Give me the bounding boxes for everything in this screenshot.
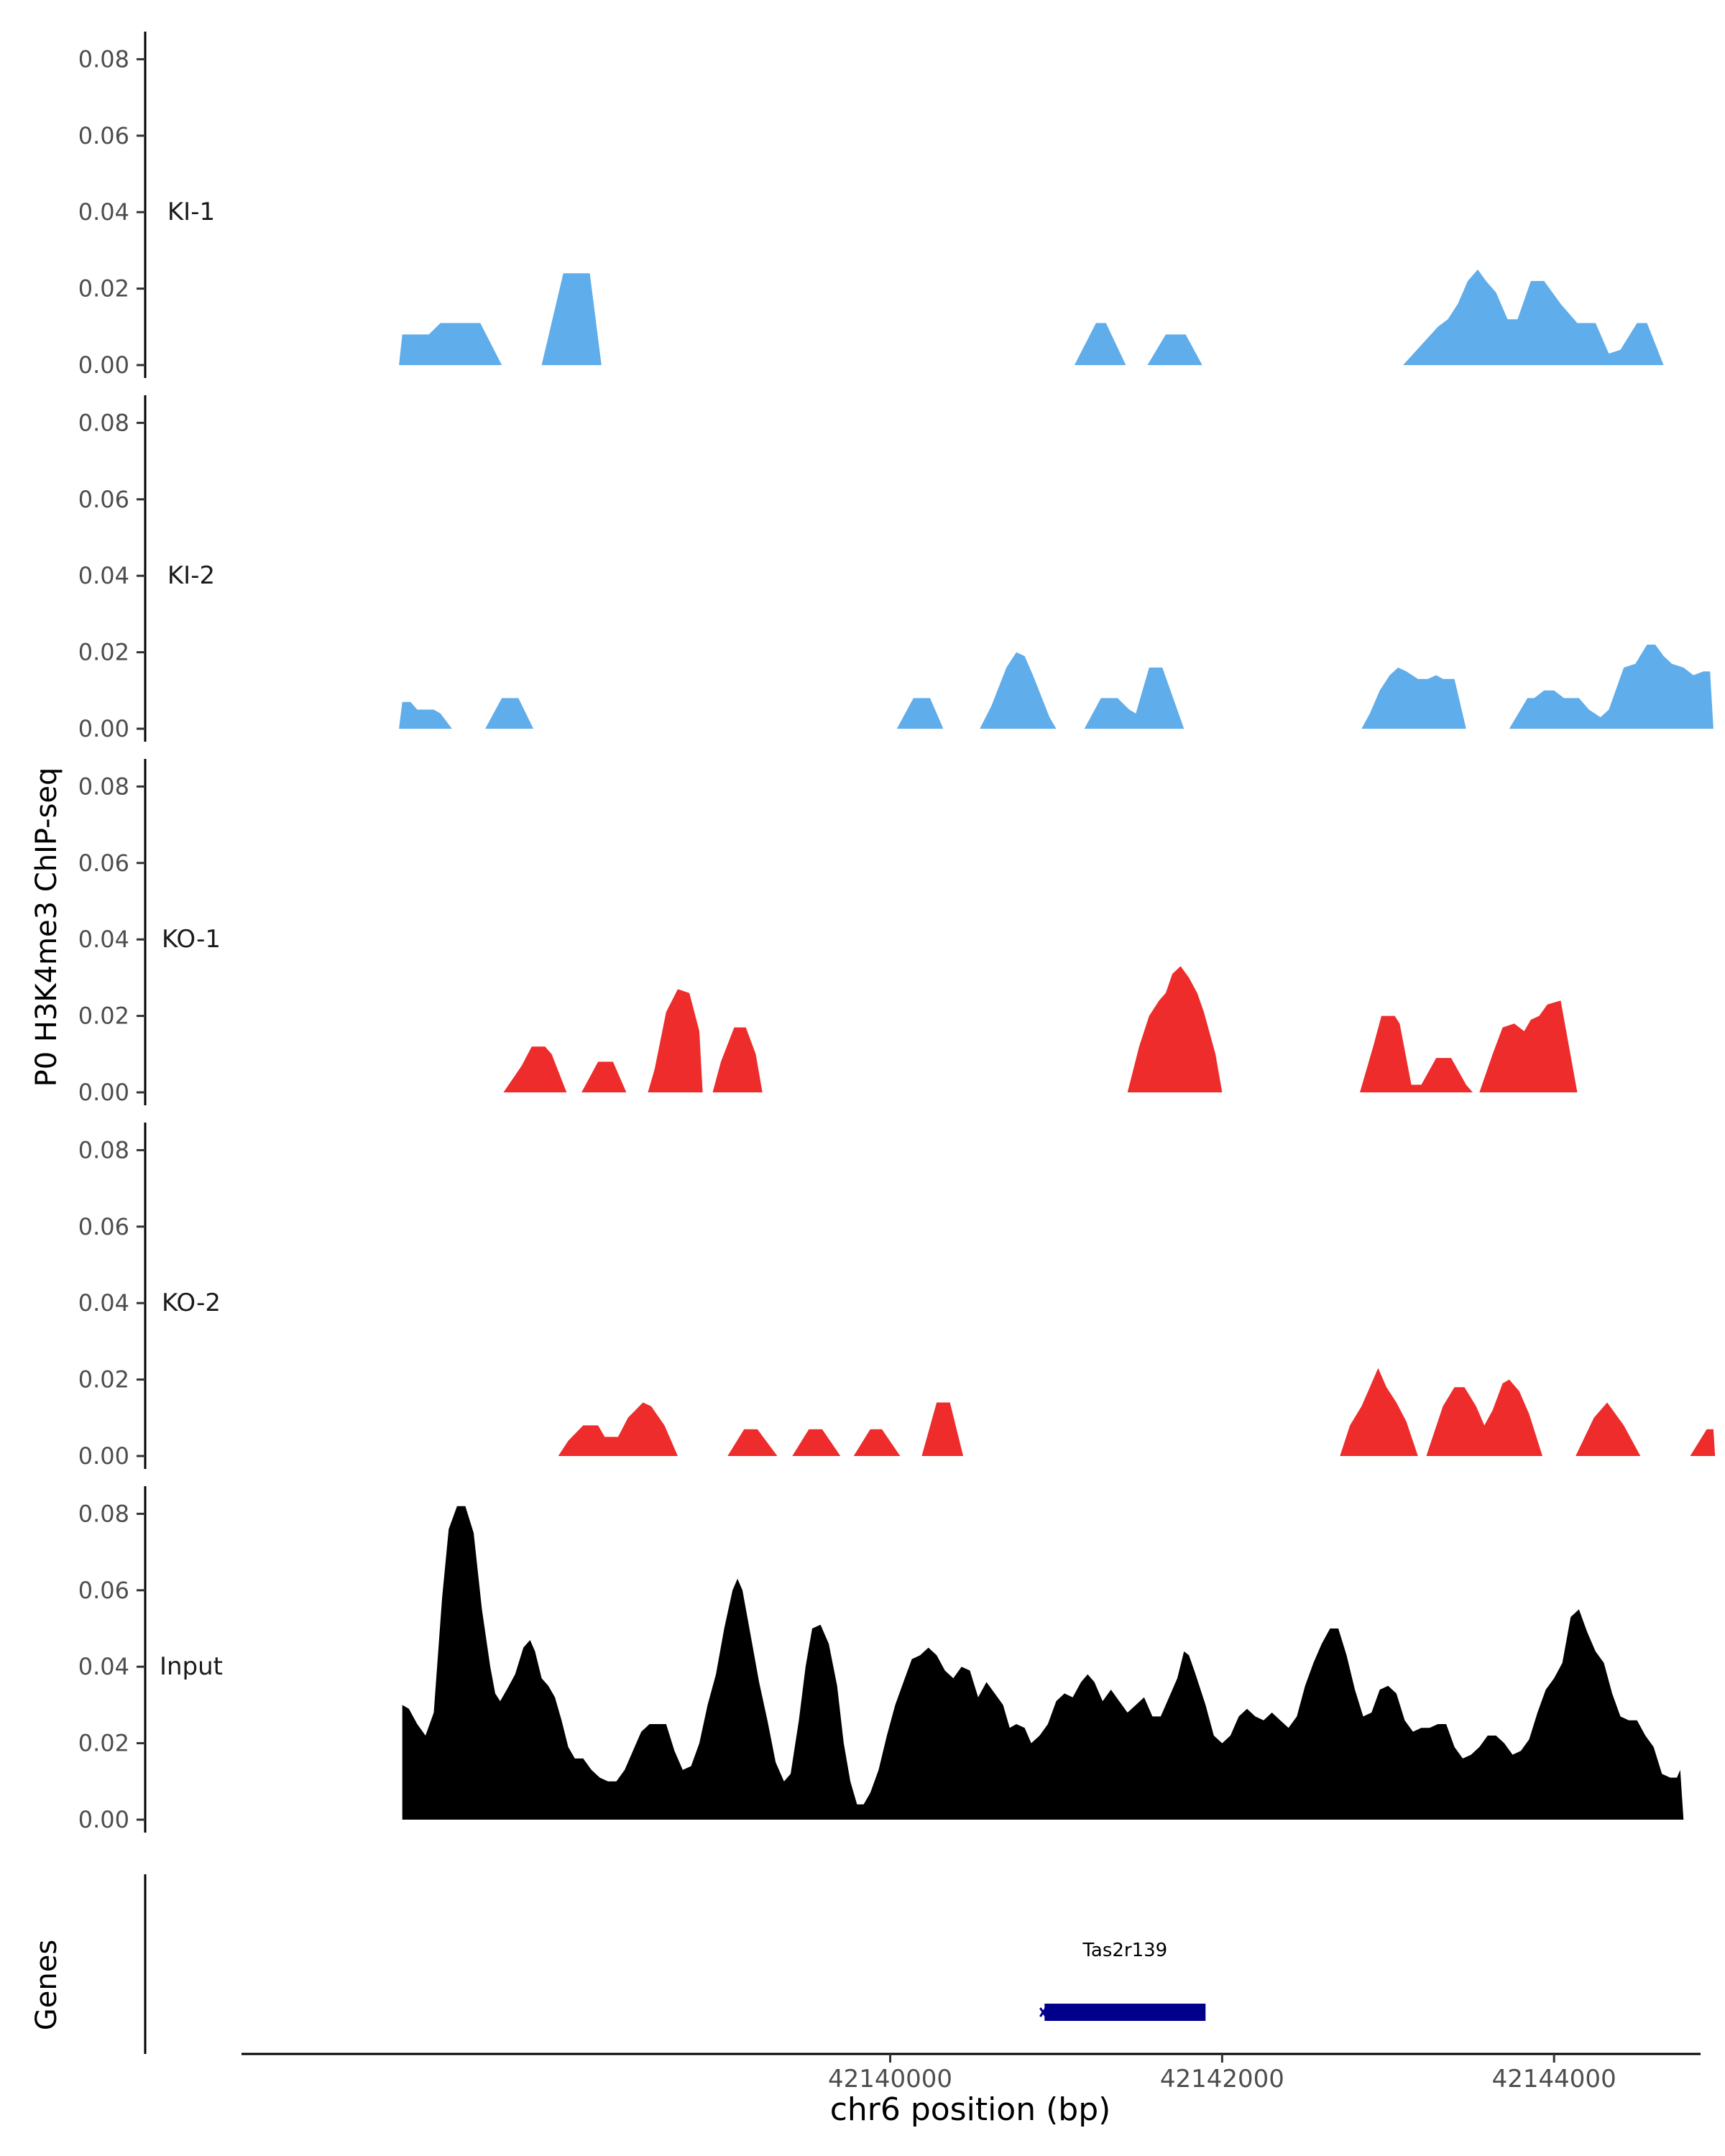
y-tick-label-ko-1: 0.08 bbox=[78, 773, 129, 800]
track-area-ki-2 bbox=[399, 645, 1714, 729]
y-tick-label-input: 0.06 bbox=[78, 1577, 129, 1604]
y-tick-label-ki-2: 0.06 bbox=[78, 486, 129, 513]
y-tick-label-ki-1: 0.00 bbox=[78, 351, 129, 379]
x-tick-label: 42142000 bbox=[1160, 2065, 1284, 2093]
y-tick-label-ko-2: 0.04 bbox=[78, 1289, 129, 1317]
track-label-ki-1: KI-1 bbox=[167, 198, 215, 226]
gene-body-tas2r139 bbox=[1044, 2004, 1206, 2021]
y-tick-label-input: 0.00 bbox=[78, 1806, 129, 1833]
track-panel-ki-1: 0.00 0.02 0.04 0.06 0.08 KI-1 bbox=[78, 32, 1664, 379]
y-tick-label-ko-2: 0.02 bbox=[78, 1366, 129, 1393]
track-panel-input: 0.00 0.02 0.04 0.06 0.08 Input bbox=[78, 1486, 1684, 1833]
y-tick-label-ko-1: 0.02 bbox=[78, 1003, 129, 1030]
y-tick-label-ki-2: 0.00 bbox=[78, 715, 129, 742]
y-tick-label-ki-2: 0.02 bbox=[78, 639, 129, 666]
track-panel-ki-2: 0.00 0.02 0.04 0.06 0.08 KI-2 bbox=[78, 395, 1714, 742]
y-tick-label-ki-1: 0.08 bbox=[78, 45, 129, 73]
track-area-ko-1 bbox=[503, 966, 1581, 1092]
y-tick-label-ko-1: 0.06 bbox=[78, 849, 129, 877]
genes-layer: Tas2r139 bbox=[144, 1874, 1206, 2054]
track-panel-ko-2: 0.00 0.02 0.04 0.06 0.08 KO-2 bbox=[78, 1123, 1716, 1470]
track-panel-ko-1: 0.00 0.02 0.04 0.06 0.08 KO-1 bbox=[78, 759, 1581, 1106]
y-tick-label-ko-2: 0.06 bbox=[78, 1213, 129, 1240]
track-label-ki-2: KI-2 bbox=[167, 561, 215, 590]
track-area-ko-2 bbox=[558, 1368, 1716, 1456]
y-tick-label-ki-2: 0.04 bbox=[78, 562, 129, 589]
y-tick-label-ki-1: 0.06 bbox=[78, 122, 129, 149]
x-axis: 42140000 42142000 42144000 bbox=[242, 2053, 1701, 2093]
y-tick-label-input: 0.04 bbox=[78, 1653, 129, 1680]
y-tick-label-ki-1: 0.04 bbox=[78, 198, 129, 226]
track-area-ki-1 bbox=[399, 270, 1664, 365]
genes-panel-title: Genes bbox=[30, 1940, 63, 2030]
y-tick-label-input: 0.02 bbox=[78, 1730, 129, 1757]
track-label-ko-2: KO-2 bbox=[162, 1289, 221, 1317]
y-tick-label-input: 0.08 bbox=[78, 1500, 129, 1527]
y-tick-label-ko-1: 0.00 bbox=[78, 1079, 129, 1106]
track-label-input: Input bbox=[160, 1652, 223, 1681]
gene-label-tas2r139: Tas2r139 bbox=[1082, 1940, 1167, 1961]
gene-strand-mark bbox=[1039, 2007, 1047, 2017]
y-tick-label-ko-2: 0.08 bbox=[78, 1136, 129, 1164]
y-tick-label-ko-1: 0.04 bbox=[78, 926, 129, 953]
track-label-ko-1: KO-1 bbox=[162, 925, 221, 954]
x-tick-label: 42144000 bbox=[1492, 2065, 1616, 2093]
track-area-input bbox=[402, 1506, 1684, 1820]
tracks-layer: 0.00 0.02 0.04 0.06 0.08 KI-1 0.00 0.02 0.04 0.06… bbox=[78, 32, 1716, 1833]
x-tick-label: 42140000 bbox=[828, 2065, 952, 2093]
y-tick-label-ki-1: 0.02 bbox=[78, 275, 129, 303]
y-tick-label-ki-2: 0.08 bbox=[78, 409, 129, 436]
y-tick-label-ko-2: 0.00 bbox=[78, 1442, 129, 1470]
y-axis-title: P0 H3K4me3 ChIP-seq bbox=[30, 768, 63, 1087]
x-axis-title: chr6 position (bp) bbox=[830, 2091, 1111, 2128]
